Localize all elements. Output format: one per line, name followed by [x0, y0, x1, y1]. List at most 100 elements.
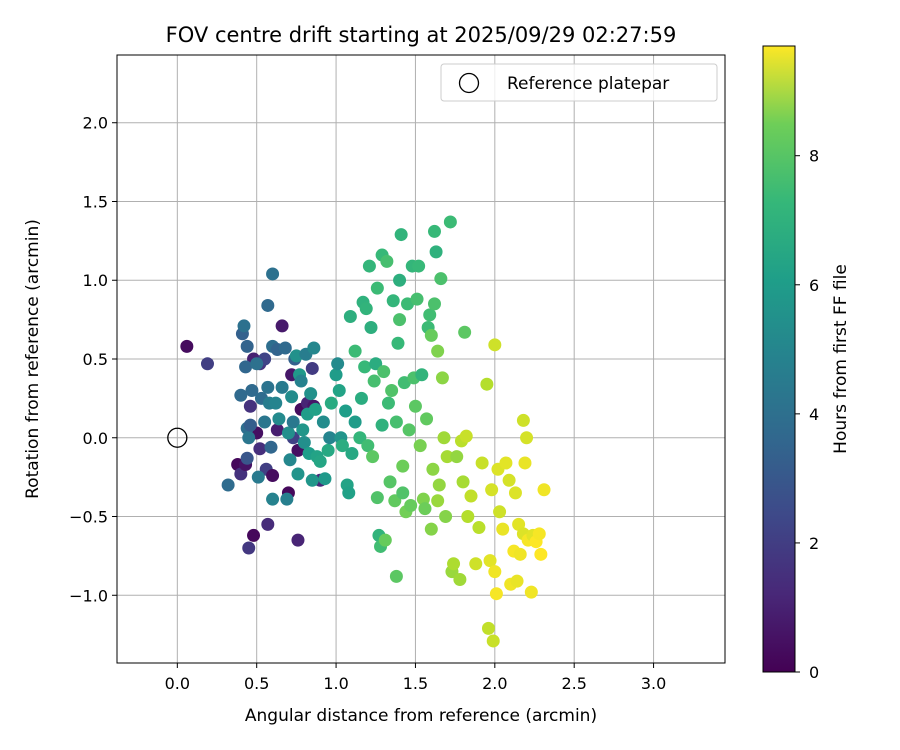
- data-point: [362, 259, 376, 273]
- data-point: [348, 344, 362, 358]
- data-point: [427, 224, 441, 238]
- data-point: [502, 473, 516, 487]
- data-point: [389, 569, 403, 583]
- data-point: [378, 533, 392, 547]
- y-axis-label: Rotation from reference (arcmin): [23, 219, 43, 499]
- legend-label: Reference platepar: [507, 74, 669, 94]
- data-point: [242, 431, 256, 445]
- data-point: [516, 413, 530, 427]
- x-tick-label: 3.0: [641, 674, 666, 693]
- data-point: [488, 338, 502, 352]
- data-point: [439, 510, 453, 524]
- data-point: [266, 267, 280, 281]
- legend-marker-icon: [458, 72, 480, 94]
- data-point: [258, 415, 272, 429]
- data-point: [496, 522, 510, 536]
- data-point: [377, 365, 391, 379]
- x-tick-label: 1.5: [403, 674, 428, 693]
- data-point: [415, 368, 429, 382]
- data-point: [443, 215, 457, 229]
- data-point: [361, 439, 375, 453]
- data-point: [396, 459, 410, 473]
- data-point: [426, 462, 440, 476]
- y-tick-label: 0.0: [83, 429, 108, 448]
- data-point: [318, 472, 332, 486]
- data-point: [305, 361, 319, 375]
- y-tick-label: 1.5: [83, 192, 108, 211]
- data-point: [264, 440, 278, 454]
- colorbar-gradient: [762, 45, 796, 673]
- data-point: [370, 491, 384, 505]
- y-tick-label: 0.5: [83, 350, 108, 369]
- data-point: [518, 456, 532, 470]
- data-point: [493, 505, 507, 519]
- y-tick-label: 1.0: [83, 271, 108, 290]
- data-point: [418, 502, 432, 516]
- data-point: [427, 297, 441, 311]
- data-point: [275, 319, 289, 333]
- data-point: [434, 272, 448, 286]
- data-point: [513, 547, 527, 561]
- data-point: [393, 313, 407, 327]
- data-point: [469, 557, 483, 571]
- data-point: [381, 396, 395, 410]
- x-tick-label: 0.0: [165, 674, 190, 693]
- data-point: [245, 384, 259, 398]
- data-point: [375, 418, 389, 432]
- reference-platepar-marker: [167, 427, 188, 448]
- colorbar-tick-label: 6: [809, 276, 819, 295]
- data-point: [461, 510, 475, 524]
- data-point: [440, 450, 454, 464]
- data-point: [366, 450, 380, 464]
- data-point: [348, 415, 362, 429]
- colorbar-ticks: 0 2 4 6 8: [795, 147, 819, 682]
- data-point: [447, 557, 461, 571]
- data-point: [413, 439, 427, 453]
- data-point: [423, 308, 437, 322]
- data-point: [488, 565, 502, 579]
- data-point: [307, 341, 321, 355]
- data-point: [261, 380, 275, 394]
- data-point: [240, 339, 254, 353]
- data-point: [353, 431, 367, 445]
- data-point: [412, 259, 426, 273]
- data-point: [367, 374, 381, 388]
- data-point: [499, 456, 513, 470]
- data-point: [240, 451, 254, 465]
- data-point: [324, 396, 338, 410]
- data-point: [489, 587, 503, 601]
- data-point: [383, 475, 397, 489]
- data-point: [266, 469, 280, 483]
- data-point: [345, 447, 359, 461]
- data-point: [239, 360, 253, 374]
- data-point: [388, 494, 402, 508]
- data-point: [266, 492, 280, 506]
- data-point: [305, 473, 319, 487]
- data-point: [369, 357, 383, 371]
- data-point: [242, 541, 256, 555]
- data-point: [285, 390, 299, 404]
- colorbar-tick-label: 2: [809, 534, 819, 553]
- data-point: [404, 498, 418, 512]
- data-point: [432, 478, 446, 492]
- data-point: [458, 325, 472, 339]
- y-tick-label: 2.0: [83, 114, 108, 133]
- x-axis-label: Angular distance from reference (arcmin): [245, 706, 597, 726]
- data-point: [280, 492, 294, 506]
- data-point: [391, 336, 405, 350]
- data-point: [359, 302, 373, 316]
- colorbar-tick-label: 0: [809, 663, 819, 682]
- y-tick-label: −0.5: [69, 508, 108, 527]
- data-point: [402, 423, 416, 437]
- data-point: [247, 528, 261, 542]
- data-point: [237, 319, 251, 333]
- data-point: [464, 489, 478, 503]
- data-point: [396, 486, 410, 500]
- data-point: [297, 435, 311, 449]
- data-point: [364, 320, 378, 334]
- data-point: [294, 374, 308, 388]
- data-point: [272, 412, 286, 426]
- data-point: [316, 415, 330, 429]
- data-point: [431, 344, 445, 358]
